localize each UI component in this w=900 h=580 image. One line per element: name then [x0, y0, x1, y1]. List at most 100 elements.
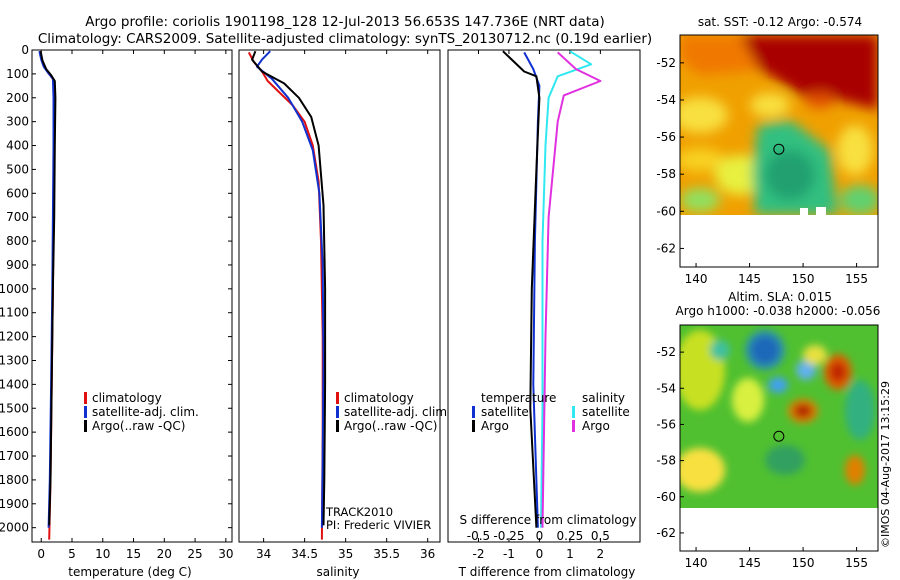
salinity-xlabel: salinity	[316, 565, 359, 579]
legend-label-argo: Argo(..raw -QC)	[92, 419, 185, 433]
salinity-legend: climatology satellite-adj. clim. Argo(..…	[336, 391, 451, 433]
y-tick-label: 1300	[0, 353, 29, 367]
series-line-s-argo	[541, 51, 602, 528]
sla-heatmap	[680, 325, 878, 508]
difference-legend: temperature satellite Argo salinity sate…	[472, 391, 630, 433]
x-tick-label: 140	[685, 272, 708, 286]
legend-swatch-climatology	[84, 392, 87, 404]
y-tick-label: 400	[6, 139, 29, 153]
x-tick-label: 145	[738, 556, 761, 570]
salinity-profiles	[247, 50, 327, 540]
x-tick-label: 36	[420, 547, 435, 561]
legend-label-satellite: satellite-adj. clim.	[344, 405, 451, 419]
y-tick-label: -56	[656, 130, 676, 144]
sst-map-panel: sat. SST: -0.12 Argo: -0.574 14	[656, 15, 879, 286]
x-tick-label: 5	[68, 547, 76, 561]
y-tick-label: 100	[6, 67, 29, 81]
difference-profiles	[502, 50, 602, 528]
y-tick-label: -52	[656, 345, 676, 359]
legend-swatch-s-argo	[572, 420, 575, 432]
s-difference-label: S difference from climatology	[460, 513, 637, 527]
x-tick-label: 15	[126, 547, 141, 561]
argo-location-marker	[773, 143, 785, 155]
t-difference-x-axis: -2 -1 0 1 2	[472, 50, 604, 561]
figure-title-line1: Argo profile: coriolis 1901198_128 12-Ju…	[85, 14, 604, 30]
legend-label-s-satellite: satellite	[582, 405, 630, 419]
series-line-t-argo	[502, 50, 541, 528]
y-tick-label: -60	[656, 490, 676, 504]
y-tick-label: 700	[6, 210, 29, 224]
x-tick-label: 150	[792, 556, 815, 570]
salinity-panel: 34 34.5 35 35.5 36 salinity climatology sate…	[238, 49, 451, 579]
y-tick-label: 1100	[0, 306, 29, 320]
x-tick-label: 35.5	[373, 547, 400, 561]
x-tick-label: 35	[338, 547, 353, 561]
legend-label-t-argo: Argo	[481, 419, 509, 433]
series-line-argo	[251, 50, 327, 526]
x-tick-label: 0	[37, 547, 45, 561]
sst-map-title: sat. SST: -0.12 Argo: -0.574	[698, 15, 862, 29]
y-tick-label: 1200	[0, 330, 29, 344]
x-tick-label: 34.5	[291, 547, 318, 561]
y-tick-label: -58	[656, 454, 676, 468]
top-tick-label: 0	[536, 529, 544, 543]
legend-swatch-s-satellite	[572, 406, 575, 418]
t-difference-xlabel: T difference from climatology	[458, 565, 636, 579]
x-tick-label: 145	[738, 272, 761, 286]
y-tick-label: -62	[656, 526, 676, 540]
x-tick-label: -2	[472, 547, 484, 561]
legend-header-salinity: salinity	[582, 391, 625, 405]
y-tick-label: 600	[6, 186, 29, 200]
x-tick-label: 2	[597, 547, 605, 561]
temperature-axes-frame	[31, 49, 233, 543]
y-tick-label: 300	[6, 115, 29, 129]
y-tick-label: 1800	[0, 473, 29, 487]
sla-map-axes: 140 145 150 155 -52 -54 -56 -58 -60 -62	[656, 345, 868, 570]
y-tick-label: 1900	[0, 497, 29, 511]
sla-map-panel: Altim. SLA: 0.015 Argo h1000: -0.038 h20…	[656, 290, 880, 570]
temperature-legend: climatology satellite-adj. clim. Argo(..…	[84, 391, 199, 433]
x-tick-label: 0	[536, 547, 544, 561]
top-tick-label: -0.5	[467, 529, 490, 543]
sla-map-title-line1: Altim. SLA: 0.015	[728, 290, 832, 304]
pi-label: PI: Frederic VIVIER	[326, 518, 431, 532]
y-tick-label: 1500	[0, 401, 29, 415]
legend-swatch-argo	[84, 420, 87, 432]
legend-label-argo: Argo(..raw -QC)	[344, 419, 437, 433]
y-tick-label: -60	[656, 204, 676, 218]
top-tick-label: -0.25	[493, 529, 524, 543]
imos-timestamp: ©IMOS 04-Aug-2017 13:15:29	[879, 381, 892, 548]
legend-swatch-satellite	[84, 406, 87, 418]
legend-label-t-satellite: satellite	[481, 405, 529, 419]
sla-map-frame	[679, 324, 879, 552]
legend-label-climatology: climatology	[92, 391, 162, 405]
y-tick-label: 900	[6, 258, 29, 272]
y-tick-label: -54	[656, 93, 676, 107]
y-tick-label: 800	[6, 234, 29, 248]
x-tick-label: 1	[566, 547, 574, 561]
y-tick-label: 2000	[0, 521, 29, 535]
salinity-x-axis: 34 34.5 35 35.5 36	[256, 50, 435, 561]
y-tick-label: 200	[6, 91, 29, 105]
x-tick-label: -1	[503, 547, 515, 561]
legend-header-temperature: temperature	[481, 391, 556, 405]
y-tick-label: -58	[656, 167, 676, 181]
figure-title-line2: Climatology: CARS2009. Satellite-adjuste…	[38, 31, 652, 47]
x-tick-label: 10	[95, 547, 110, 561]
y-tick-label: -62	[656, 241, 676, 255]
legend-label-s-argo: Argo	[582, 419, 610, 433]
x-tick-label: 34	[256, 547, 271, 561]
y-tick-label: 500	[6, 162, 29, 176]
x-tick-label: 30	[218, 547, 233, 561]
difference-panel: -2 -1 0 1 2 -0.5 -0.25 0 0.25 0.5 S difference f…	[447, 49, 641, 579]
legend-swatch-climatology	[336, 392, 339, 404]
x-tick-label: 155	[845, 556, 868, 570]
y-tick-label: 1600	[0, 425, 29, 439]
legend-swatch-argo	[336, 420, 339, 432]
temperature-xlabel: temperature (deg C)	[68, 565, 191, 579]
temperature-profiles	[38, 50, 57, 540]
track-label: TRACK2010	[325, 505, 393, 519]
series-line-s-satellite	[540, 50, 593, 528]
x-tick-label: 155	[845, 272, 868, 286]
